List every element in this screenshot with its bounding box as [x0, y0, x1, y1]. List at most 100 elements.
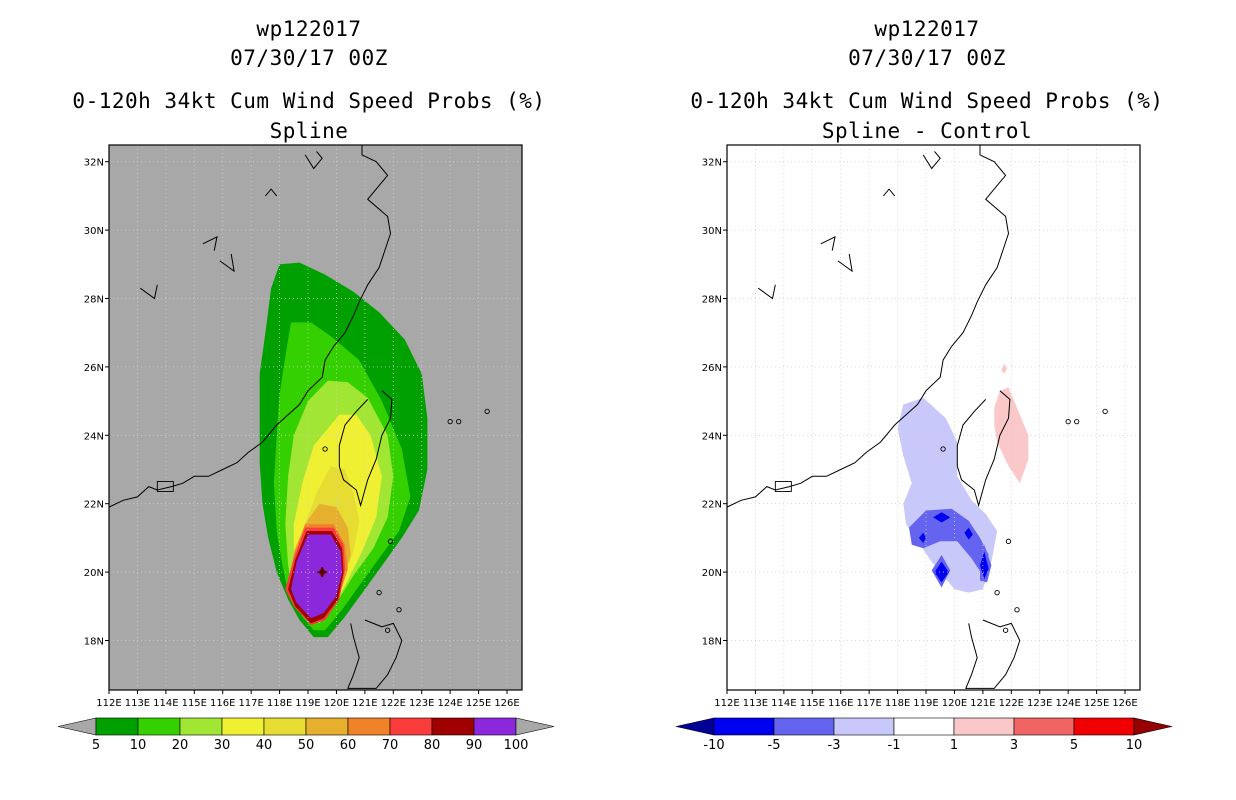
lon-tick-label: 120E	[942, 698, 967, 709]
colorbar: -10 -5 -3 -1 1 3 5 10	[675, 717, 1173, 753]
colorbar-swatch	[179, 717, 223, 736]
lon-tick-label: 123E	[1027, 698, 1052, 709]
map-frame	[108, 144, 523, 691]
island	[1005, 538, 1012, 544]
island	[384, 627, 391, 633]
spline-probability-map: 32N 30N 28N 26N 24N 22N 20N 18N 112E 113E 114E 115E…	[57, 144, 555, 753]
colorbar-label: 20	[172, 738, 189, 753]
lon-tick-label: 115E	[182, 698, 207, 709]
colorbar-label: 1	[950, 738, 958, 753]
island	[1102, 408, 1108, 415]
lat-tick-label: 28N	[84, 295, 104, 306]
colorbar-label: 90	[466, 738, 483, 753]
contour-level--5	[964, 527, 973, 540]
hong-kong-box	[774, 481, 792, 492]
colorbar-label: 5	[92, 738, 100, 753]
lon-tick-label: 115E	[800, 698, 825, 709]
colorbar-swatch	[137, 717, 181, 736]
coastline	[820, 236, 836, 251]
colorbar-label: -1	[888, 738, 901, 753]
coastline	[109, 145, 392, 508]
map-plot-area	[109, 145, 522, 690]
lat-tick-label: 28N	[702, 295, 722, 306]
colorbar-label: 10	[130, 738, 147, 753]
lon-tick-label: 126E	[494, 698, 519, 709]
title-date: 07/30/17 00Z	[848, 46, 1006, 70]
coastline	[727, 145, 1010, 508]
lon-tick-label: 114E	[771, 698, 796, 709]
island	[387, 538, 394, 544]
colorbar-label: 5	[1070, 738, 1078, 753]
title-model: Spline	[269, 119, 349, 143]
coastline	[140, 284, 158, 300]
lon-tick-label: 112E	[96, 698, 121, 709]
colorbar-label: 60	[340, 738, 357, 753]
contour-level--3	[909, 508, 989, 576]
colorbar-label: 10	[1126, 738, 1143, 753]
coastline	[265, 188, 278, 197]
lat-tick-label: 20N	[84, 568, 104, 579]
colorbar-swatch	[431, 717, 475, 736]
lon-tick-label: 124E	[1055, 698, 1080, 709]
colorbar-under-triangle	[57, 717, 97, 736]
lon-tick-label: 113E	[125, 698, 150, 709]
title-storm-id: wp122017	[256, 17, 362, 41]
lat-tick-label: 24N	[702, 431, 722, 442]
colorbar-label: -5	[768, 738, 781, 753]
title-storm-id: wp122017	[874, 17, 980, 41]
colorbar-swatch	[953, 717, 1015, 736]
lat-tick-label: 18N	[84, 637, 104, 648]
coastline	[883, 188, 896, 197]
lon-tick-label: 120E	[324, 698, 349, 709]
lon-tick-label: 116E	[828, 698, 853, 709]
island	[322, 446, 328, 452]
lon-tick-label: 118E	[267, 698, 292, 709]
island	[1074, 418, 1080, 425]
island	[994, 589, 1000, 596]
lon-tick-label: 121E	[352, 698, 377, 709]
panel-spline-control: wp122017 07/30/17 00Z 0-120h 34kt Cum Wi…	[618, 0, 1236, 800]
island	[484, 408, 490, 415]
island	[940, 446, 946, 452]
coastline	[922, 151, 941, 170]
island	[376, 589, 382, 596]
island	[1002, 627, 1009, 633]
island	[447, 418, 453, 425]
lon-tick-label: 124E	[437, 698, 462, 709]
colorbar-swatch	[305, 717, 349, 736]
island	[396, 607, 402, 613]
lon-tick-label: 114E	[153, 698, 178, 709]
lon-tick-label: 113E	[743, 698, 768, 709]
lon-tick-label: 125E	[466, 698, 491, 709]
contour-level--5	[934, 561, 949, 583]
lon-tick-label: 123E	[409, 698, 434, 709]
coastline	[837, 253, 853, 273]
coastline	[304, 151, 323, 170]
lon-tick-label: 121E	[970, 698, 995, 709]
lat-tick-label: 32N	[702, 158, 722, 169]
lon-tick-label: 118E	[885, 698, 910, 709]
colorbar-label: -3	[828, 738, 841, 753]
lon-tick-label: 122E	[999, 698, 1024, 709]
colorbar-swatch	[833, 717, 895, 736]
coastline	[338, 390, 393, 508]
coastline	[758, 284, 776, 300]
lon-tick-label: 119E	[295, 698, 320, 709]
colorbar-swatch	[221, 717, 265, 736]
difference-map: 32N 30N 28N 26N 24N 22N 20N 18N 112E 113E 114E 115E…	[675, 144, 1173, 753]
lon-tick-label: 117E	[856, 698, 881, 709]
coastline	[965, 619, 1021, 689]
lon-tick-label: 126E	[1112, 698, 1137, 709]
title-model: Spline - Control	[821, 119, 1033, 143]
colorbar-under-triangle	[675, 717, 715, 736]
contour-level-90	[291, 534, 343, 619]
title-product: 0-120h 34kt Cum Wind Speed Probs (%)	[72, 89, 546, 113]
contour-level--5	[980, 551, 989, 579]
panel-spline: wp122017 07/30/17 00Z 0-120h 34kt Cum Wi…	[57, 17, 555, 753]
colorbar-swatch	[713, 717, 775, 736]
map-plot-area	[727, 145, 1140, 690]
lat-tick-label: 26N	[702, 363, 722, 374]
hong-kong-box	[156, 481, 174, 492]
lat-tick-label: 22N	[84, 500, 104, 511]
island	[1014, 607, 1020, 613]
